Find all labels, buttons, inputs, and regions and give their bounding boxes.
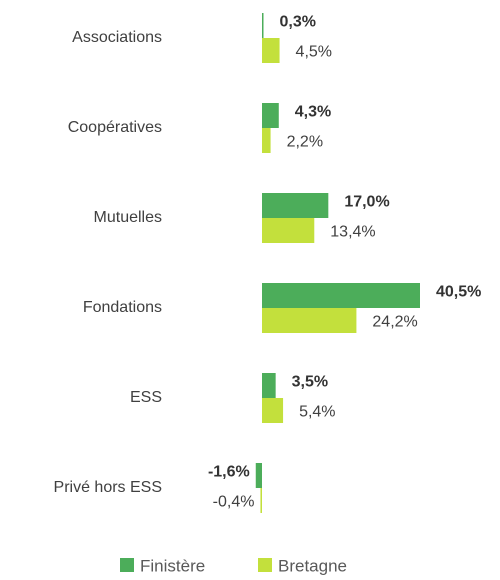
legend-label: Bretagne [278,556,347,575]
data-label: -1,6% [208,464,250,481]
data-label: 17,0% [344,194,389,211]
category-label: Associations [72,29,162,46]
data-label: 24,2% [372,314,417,331]
category-label: Coopératives [68,119,162,136]
bar [262,283,420,308]
category-label: Privé hors ESS [54,479,162,496]
data-label: 4,3% [295,104,331,121]
data-label: 40,5% [436,284,481,301]
data-label: 0,3% [280,14,316,31]
data-label: 13,4% [330,224,375,241]
legend-label: Finistère [140,556,205,575]
data-label: 5,4% [299,404,335,421]
data-label: 4,5% [296,44,332,61]
bar [262,13,264,38]
bar [262,373,276,398]
category-label: Fondations [83,299,162,316]
data-label: 3,5% [292,374,328,391]
bar [262,38,280,63]
bar [260,488,262,513]
data-label: -0,4% [213,494,255,511]
category-label: Mutuelles [94,209,162,226]
bar [262,218,315,243]
data-label: 2,2% [287,134,323,151]
bar [262,103,279,128]
bar [262,193,329,218]
legend-swatch [120,558,134,572]
bar [262,308,357,333]
legend-swatch [258,558,272,572]
category-label: ESS [130,389,162,406]
bar [262,398,284,423]
bar [262,128,271,153]
bar [255,463,262,488]
